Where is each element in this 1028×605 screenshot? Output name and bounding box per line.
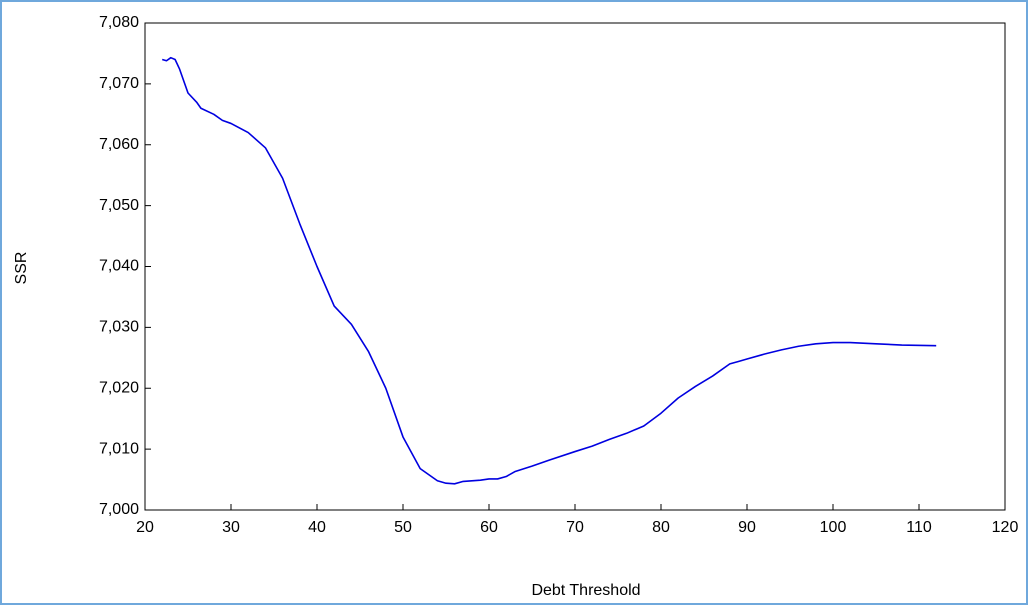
x-tick-label: 120 [992, 519, 1019, 536]
y-tick-label: 7,080 [99, 14, 139, 31]
y-tick-label: 7,050 [99, 197, 139, 214]
y-tick-label: 7,060 [99, 136, 139, 153]
x-tick-label: 50 [394, 519, 412, 536]
x-tick-label: 90 [738, 519, 756, 536]
x-tick-label: 80 [652, 519, 670, 536]
y-tick-label: 7,030 [99, 319, 139, 336]
y-tick-label: 7,020 [99, 379, 139, 396]
x-tick-label: 100 [820, 519, 847, 536]
series-line [161, 56, 937, 485]
x-tick-label: 20 [136, 519, 154, 536]
x-tick-label: 110 [906, 519, 932, 536]
x-tick-label: 40 [308, 519, 326, 536]
x-tick-label: 30 [222, 519, 240, 536]
y-axis-title: SSR [13, 252, 30, 285]
y-tick-label: 7,040 [99, 258, 139, 275]
y-tick-label: 7,010 [99, 440, 139, 457]
y-tick-label: 7,000 [99, 501, 139, 518]
y-tick-label: 7,070 [99, 75, 139, 92]
x-axis-title: Debt Threshold [531, 582, 640, 599]
x-tick-label: 70 [566, 519, 584, 536]
x-tick-label: 60 [480, 519, 498, 536]
